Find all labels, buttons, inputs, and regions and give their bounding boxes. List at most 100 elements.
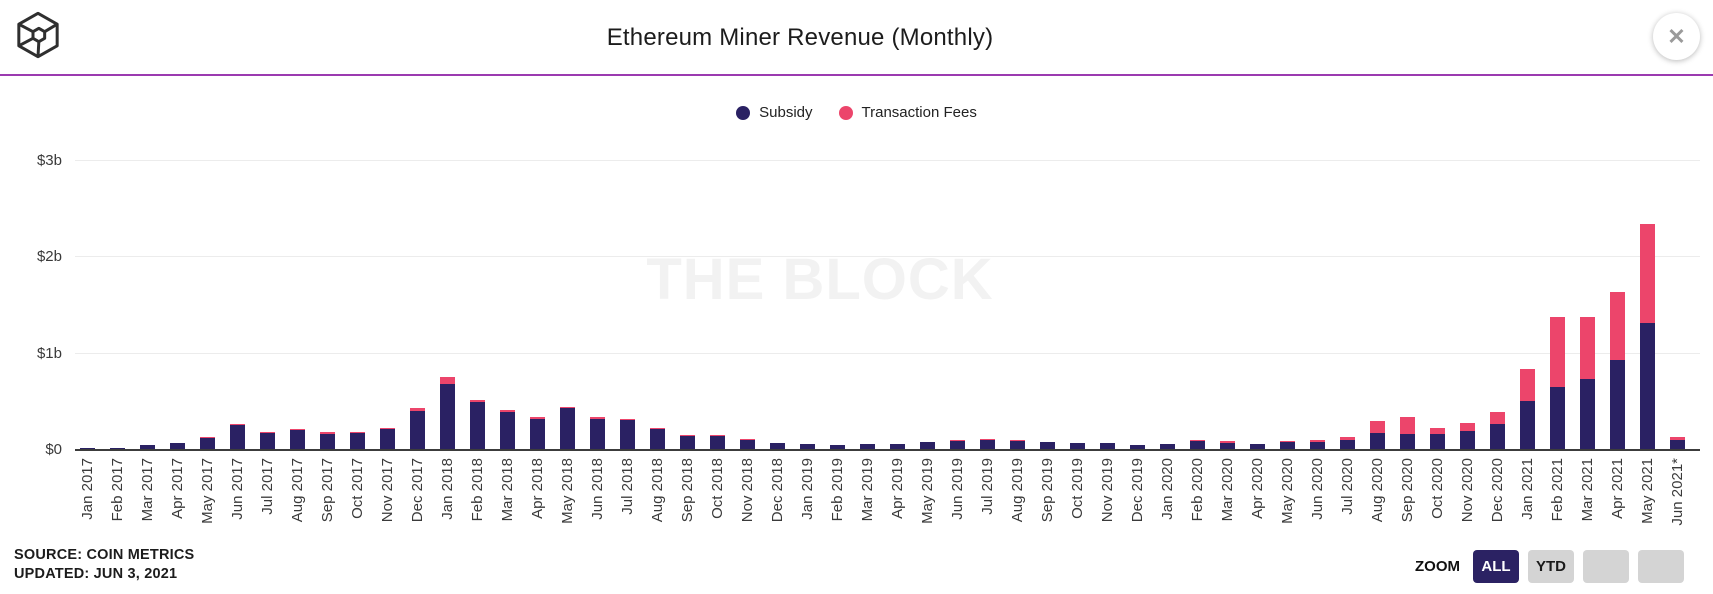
zoom-button-blank-2[interactable] bbox=[1583, 550, 1629, 583]
close-icon: ✕ bbox=[1667, 23, 1686, 49]
y-axis-tick-label: $2b bbox=[36, 248, 62, 266]
chart-bar[interactable] bbox=[1310, 439, 1325, 449]
chart-bar[interactable] bbox=[410, 408, 425, 449]
zoom-button-blank-3[interactable] bbox=[1638, 550, 1684, 583]
x-axis-tick-label: Mar 2019 bbox=[858, 458, 876, 522]
chart-bar[interactable] bbox=[110, 447, 125, 449]
bar-segment-subsidy bbox=[1670, 440, 1685, 449]
bar-segment-transaction-fees bbox=[410, 408, 425, 412]
chart-bar[interactable] bbox=[170, 442, 185, 449]
x-axis-tick-label: Feb 2020 bbox=[1188, 458, 1206, 522]
bar-segment-transaction-fees bbox=[530, 417, 545, 419]
chart-bar[interactable] bbox=[1010, 440, 1025, 449]
x-axis-line bbox=[75, 449, 1700, 451]
chart-bar[interactable] bbox=[440, 376, 455, 449]
x-axis-tick-label: Mar 2020 bbox=[1218, 458, 1236, 522]
chart-bar[interactable] bbox=[80, 447, 95, 449]
chart-bar[interactable] bbox=[530, 417, 545, 449]
bar-segment-subsidy bbox=[440, 383, 455, 449]
bar-segment-subsidy bbox=[560, 408, 575, 449]
bar-segment-subsidy bbox=[410, 411, 425, 449]
chart-bar[interactable] bbox=[950, 439, 965, 449]
chart-bar[interactable] bbox=[650, 427, 665, 449]
chart-bar[interactable] bbox=[680, 434, 695, 449]
chart-bar[interactable] bbox=[890, 443, 905, 449]
legend-item-subsidy[interactable]: Subsidy bbox=[736, 104, 813, 121]
chart-bar[interactable] bbox=[980, 439, 995, 449]
chart-bar[interactable] bbox=[920, 442, 935, 449]
chart-bar[interactable] bbox=[470, 399, 485, 449]
chart-bar[interactable] bbox=[1580, 317, 1595, 449]
chart-bar[interactable] bbox=[230, 423, 245, 449]
legend-dot bbox=[838, 105, 853, 120]
bar-segment-transaction-fees bbox=[1490, 412, 1505, 424]
bar-segment-transaction-fees bbox=[1670, 437, 1685, 441]
chart-bar[interactable] bbox=[1340, 437, 1355, 449]
x-axis-tick-label: May 2020 bbox=[1278, 458, 1296, 524]
bar-segment-transaction-fees bbox=[1580, 317, 1595, 379]
chart-bar[interactable] bbox=[350, 432, 365, 449]
chart-bar[interactable] bbox=[1280, 440, 1295, 449]
bar-segment-subsidy bbox=[1490, 423, 1505, 449]
chart-bar[interactable] bbox=[320, 432, 335, 449]
bar-segment-transaction-fees bbox=[470, 399, 485, 403]
chart-bar[interactable] bbox=[1370, 421, 1385, 449]
chart-bar[interactable] bbox=[1160, 443, 1175, 449]
bar-segment-transaction-fees bbox=[1550, 317, 1565, 388]
bar-segment-subsidy bbox=[770, 443, 785, 449]
bar-segment-transaction-fees bbox=[440, 376, 455, 384]
chart-bar[interactable] bbox=[1640, 223, 1655, 449]
x-axis-tick-label: May 2018 bbox=[558, 458, 576, 524]
chart-bar[interactable] bbox=[620, 418, 635, 449]
chart-bar[interactable] bbox=[1430, 428, 1445, 449]
chart-bar[interactable] bbox=[1070, 442, 1085, 449]
chart-bar[interactable] bbox=[830, 444, 845, 449]
x-axis-tick-label: Jan 2020 bbox=[1158, 458, 1176, 520]
bar-segment-subsidy bbox=[1280, 441, 1295, 449]
chart-bar[interactable] bbox=[1460, 422, 1475, 449]
chart-bar[interactable] bbox=[1130, 444, 1145, 449]
zoom-button-all[interactable]: ALL bbox=[1473, 550, 1519, 583]
bar-segment-transaction-fees bbox=[230, 423, 245, 425]
bar-segment-subsidy bbox=[860, 444, 875, 449]
chart-bar[interactable] bbox=[140, 444, 155, 449]
close-button[interactable]: ✕ bbox=[1653, 13, 1700, 60]
the-block-logo[interactable] bbox=[13, 10, 63, 60]
chart-bar[interactable] bbox=[260, 431, 275, 449]
chart-bar[interactable] bbox=[1400, 417, 1415, 449]
chart-bar[interactable] bbox=[1520, 369, 1535, 449]
chart-bar[interactable] bbox=[800, 443, 815, 449]
header-divider bbox=[0, 74, 1713, 76]
chart-bar[interactable] bbox=[590, 417, 605, 449]
chart-bar[interactable] bbox=[860, 444, 875, 449]
chart-bar[interactable] bbox=[1670, 437, 1685, 449]
bar-segment-transaction-fees bbox=[590, 417, 605, 419]
legend-item-transaction-fees[interactable]: Transaction Fees bbox=[838, 104, 977, 121]
zoom-button-ytd[interactable]: YTD bbox=[1528, 550, 1574, 583]
bar-segment-transaction-fees bbox=[350, 432, 365, 434]
chart-bar[interactable] bbox=[560, 406, 575, 449]
x-axis-tick-label: Nov 2018 bbox=[738, 458, 756, 523]
chart-bar[interactable] bbox=[1040, 442, 1055, 449]
chart-bar[interactable] bbox=[1190, 439, 1205, 449]
x-axis-tick-label: Nov 2019 bbox=[1098, 458, 1116, 523]
bar-segment-subsidy bbox=[500, 411, 515, 449]
chart-bar[interactable] bbox=[500, 410, 515, 449]
chart-bar[interactable] bbox=[380, 427, 395, 449]
chart-bar[interactable] bbox=[1610, 292, 1625, 449]
chart-bar[interactable] bbox=[1220, 441, 1235, 449]
chart-bar[interactable] bbox=[1550, 317, 1565, 449]
chart-bar[interactable] bbox=[1250, 443, 1265, 449]
source-note: SOURCE: COIN METRICS UPDATED: JUN 3, 202… bbox=[14, 546, 194, 584]
chart-bar[interactable] bbox=[740, 438, 755, 449]
bar-segment-subsidy bbox=[980, 440, 995, 449]
chart-bar[interactable] bbox=[1490, 412, 1505, 449]
chart-bar[interactable] bbox=[770, 443, 785, 449]
chart-bar[interactable] bbox=[290, 428, 305, 449]
bar-segment-transaction-fees bbox=[620, 418, 635, 421]
x-axis-tick-label: Oct 2017 bbox=[348, 458, 366, 519]
chart-bar[interactable] bbox=[710, 435, 725, 449]
chart-bar[interactable] bbox=[1100, 443, 1115, 449]
chart-bar[interactable] bbox=[200, 436, 215, 449]
